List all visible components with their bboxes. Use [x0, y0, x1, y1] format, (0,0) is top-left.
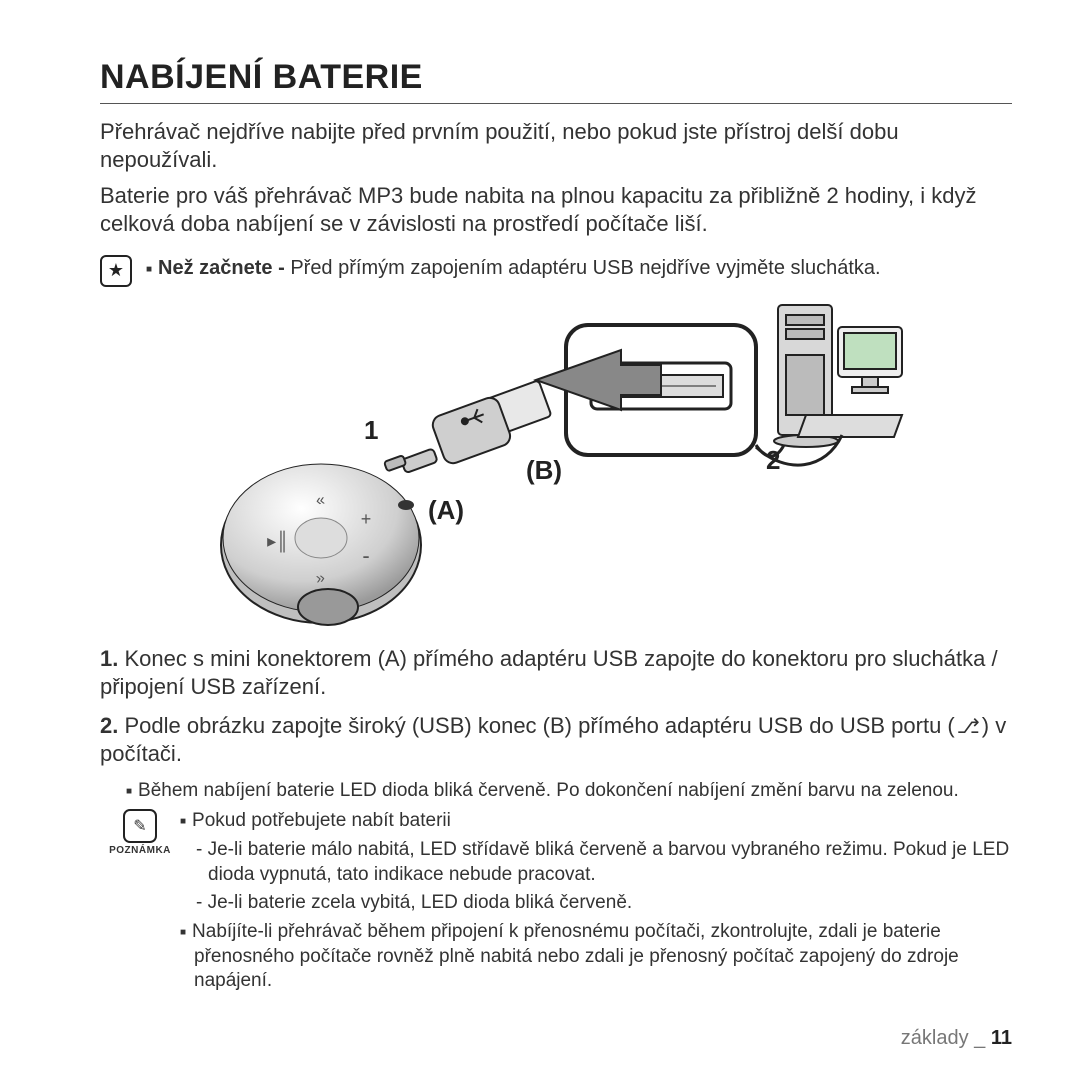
step-2-text-a: Podle obrázku zapojte široký (USB) konec…	[118, 713, 954, 738]
bullet-square-icon: ■	[126, 786, 138, 797]
poz-bullet-1-text: Pokud potřebujete nabít baterii	[192, 810, 451, 831]
poz-dash-2-text: Je-li baterie zcela vybitá, LED dioda bl…	[208, 892, 633, 913]
note-icon: ✎	[123, 809, 157, 843]
poznamka-content: ■Pokud potřebujete nabít baterii - Je-li…	[180, 809, 1012, 998]
step-1: 1. Konec s mini konektorem (A) přímého a…	[100, 645, 1012, 702]
bullet-square-icon: ■	[180, 816, 192, 827]
footer-page-number: 11	[991, 1027, 1012, 1049]
step-2: 2. Podle obrázku zapojte široký (USB) ko…	[100, 712, 1012, 769]
before-you-start-text: ■Než začnete - Před přímým zapojením ada…	[146, 255, 881, 281]
usb-icon: ⎇	[955, 714, 982, 740]
diagram-step-2: 2	[766, 445, 780, 476]
intro-paragraph-1: Přehrávač nejdříve nabijte před prvním p…	[100, 118, 1012, 174]
manual-page: NABÍJENÍ BATERIE Přehrávač nejdříve nabi…	[0, 0, 1080, 1080]
step-2-sublist: ■Během nabíjení baterie LED dioda bliká …	[126, 779, 1012, 803]
note-lead: Než začnete -	[158, 257, 290, 279]
poznamka-icon-col: ✎ POZNÁMKA	[100, 809, 180, 856]
step-1-number: 1.	[100, 646, 118, 671]
star-icon: ★	[100, 255, 132, 287]
page-title: NABÍJENÍ BATERIE	[100, 58, 1012, 97]
footer-section: základy _	[901, 1027, 991, 1049]
poznamka-block: ✎ POZNÁMKA ■Pokud potřebujete nabít bate…	[100, 809, 1012, 998]
poz-bullet-2-text: Nabíjíte-li přehrávač během připojení k …	[192, 921, 959, 991]
poz-bullet-2: ■Nabíjíte-li přehrávač během připojení k…	[180, 920, 1012, 994]
bullet-square-icon: ■	[180, 927, 192, 938]
charging-diagram: « » ▸║ + - 1 2 (A) (B)	[206, 295, 906, 635]
poz-bullet-1: ■Pokud potřebujete nabít baterii	[180, 809, 1012, 834]
svg-text:-: -	[362, 543, 369, 568]
diagram-label-b: (B)	[526, 455, 562, 486]
poz-dash-1: - Je-li baterie málo nabitá, LED střídav…	[180, 838, 1012, 887]
bullet-square-icon: ■	[146, 264, 158, 275]
intro-paragraph-2: Baterie pro váš přehrávač MP3 bude nabit…	[100, 182, 1012, 238]
svg-text:+: +	[361, 509, 372, 529]
poznamka-label: POZNÁMKA	[100, 845, 180, 856]
diagram-label-a: (A)	[428, 495, 464, 526]
note-rest: Před přímým zapojením adaptéru USB nejdř…	[290, 257, 880, 279]
step-1-text: Konec s mini konektorem (A) přímého adap…	[100, 646, 998, 700]
step-2-number: 2.	[100, 713, 118, 738]
poz-dash-2: - Je-li baterie zcela vybitá, LED dioda …	[180, 891, 1012, 916]
page-footer: základy _ 11	[901, 1027, 1012, 1050]
svg-text:▸║: ▸║	[267, 530, 289, 553]
led-note: ■Během nabíjení baterie LED dioda bliká …	[126, 779, 1012, 803]
diagram-step-1: 1	[364, 415, 378, 446]
title-rule	[100, 103, 1012, 104]
before-you-start-note: ★ ■Než začnete - Před přímým zapojením a…	[100, 255, 1012, 287]
poz-dash-1-text: Je-li baterie málo nabitá, LED střídavě …	[208, 839, 1010, 885]
led-note-text: Během nabíjení baterie LED dioda bliká č…	[138, 780, 959, 801]
